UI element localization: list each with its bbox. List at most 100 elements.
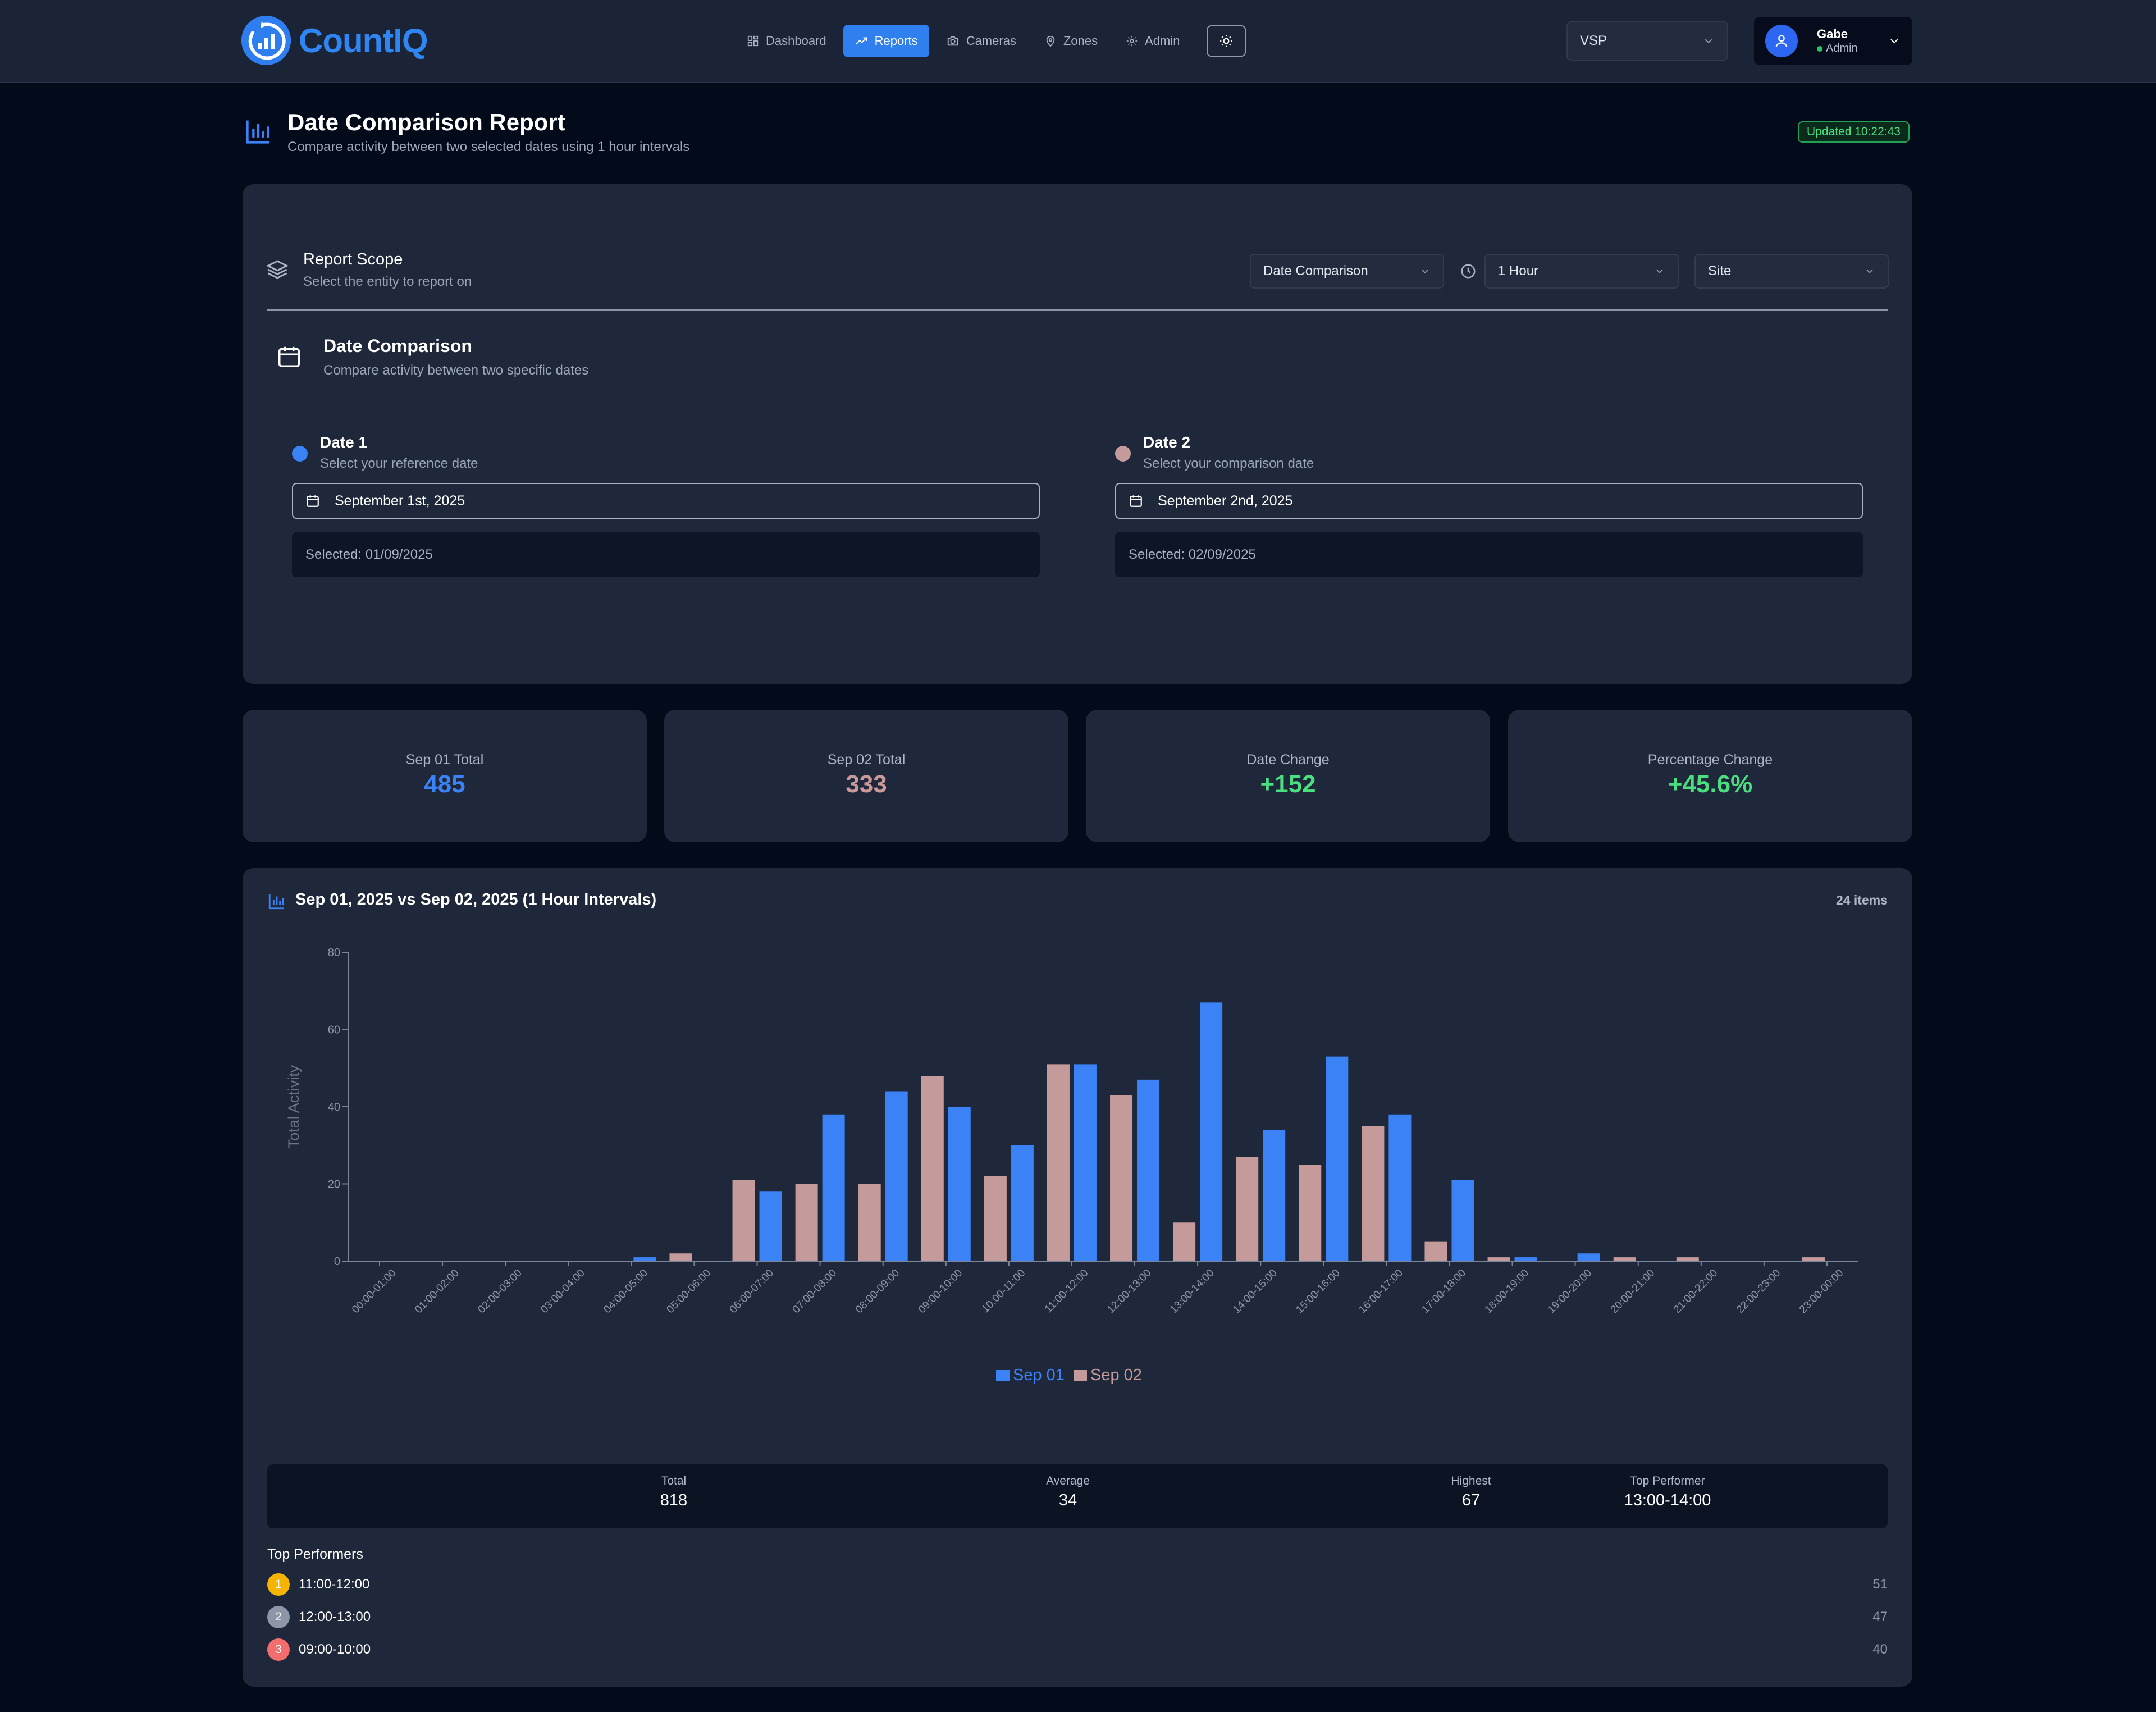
date-comparison-title: Date Comparison — [323, 336, 472, 356]
bar-sep-02 — [795, 1184, 818, 1261]
x-tick-label: 19:00-20:00 — [1546, 1267, 1595, 1316]
interval-value: 1 Hour — [1498, 263, 1539, 279]
report-type-select[interactable]: Date Comparison — [1250, 254, 1444, 289]
y-tick-label: 0 — [334, 1256, 340, 1268]
site-select[interactable]: VSP — [1566, 21, 1728, 61]
y-tick-label: 80 — [328, 947, 340, 959]
nav-admin-label: Admin — [1145, 34, 1180, 48]
stat-card-sep01-total: Sep 01 Total 485 — [243, 710, 647, 842]
nav-zones[interactable]: Zones — [1033, 25, 1109, 57]
rank-badge: 2 — [267, 1606, 290, 1628]
y-tick-label: 20 — [328, 1179, 340, 1191]
camera-icon — [947, 36, 958, 46]
legend-swatch — [996, 1370, 1010, 1381]
x-tick-label: 01:00-02:00 — [413, 1267, 462, 1316]
updated-badge: Updated 10:22:43 — [1798, 121, 1910, 143]
date1-selected: Selected: 01/09/2025 — [292, 532, 1040, 577]
top-performer-label: 11:00-12:00 — [299, 1577, 370, 1592]
top-performer-row: 3 09:00-10:00 40 — [267, 1637, 1888, 1662]
x-tick-label: 14:00-15:00 — [1231, 1267, 1280, 1316]
bar-sep-01 — [948, 1107, 971, 1261]
top-performer-value: 47 — [1872, 1609, 1888, 1624]
bar-sep-02 — [858, 1184, 881, 1261]
page-subtitle: Compare activity between two selected da… — [287, 139, 690, 154]
interval-select[interactable]: 1 Hour — [1484, 254, 1679, 289]
bar-sep-02 — [732, 1180, 755, 1261]
stat-value: +152 — [1260, 770, 1316, 798]
chevron-down-icon — [1422, 269, 1428, 273]
top-performer-label: 12:00-13:00 — [299, 1609, 371, 1624]
bar-sep-01 — [1263, 1130, 1286, 1261]
summary-value: 818 — [660, 1491, 688, 1509]
top-performer-row: 2 12:00-13:00 47 — [267, 1605, 1888, 1629]
rank-badge: 3 — [267, 1638, 290, 1661]
x-tick-label: 20:00-21:00 — [1609, 1267, 1657, 1316]
entity-select[interactable]: Site — [1694, 254, 1889, 289]
x-tick-label: 08:00-09:00 — [853, 1267, 902, 1316]
x-tick-label: 05:00-06:00 — [664, 1267, 713, 1316]
online-status-dot — [1817, 45, 1822, 52]
date2-label: Date 2 — [1143, 433, 1191, 451]
chevron-down-icon — [1656, 269, 1663, 273]
top-performer-row: 1 11:00-12:00 51 — [267, 1572, 1888, 1597]
clock-icon — [1461, 264, 1476, 279]
bar-sep-02 — [1173, 1222, 1196, 1261]
bar-sep-02 — [1362, 1126, 1385, 1261]
theme-toggle-button[interactable] — [1207, 25, 1246, 57]
bar-sep-01 — [1326, 1056, 1349, 1261]
legend-swatch — [1074, 1370, 1087, 1381]
top-performer-label: 09:00-10:00 — [299, 1642, 371, 1657]
date2-selected: Selected: 02/09/2025 — [1115, 532, 1863, 577]
report-type-value: Date Comparison — [1263, 263, 1368, 279]
date1-value: September 1st, 2025 — [335, 492, 465, 509]
date2-value: September 2nd, 2025 — [1158, 492, 1293, 509]
site-select-value: VSP — [1580, 33, 1607, 48]
bar-sep-01 — [1137, 1079, 1160, 1261]
x-tick-label: 18:00-19:00 — [1483, 1267, 1532, 1316]
x-tick-label: 02:00-03:00 — [476, 1267, 524, 1316]
report-scope-title: Report Scope — [303, 250, 403, 268]
summary-label: Highest — [1451, 1474, 1491, 1487]
bar-sep-02 — [1676, 1257, 1699, 1261]
y-axis-label: Total Activity — [285, 1065, 302, 1148]
summary-bar: Total 818 Average 34 Highest 67 Top Perf… — [267, 1464, 1888, 1528]
map-pin-icon — [1046, 35, 1055, 47]
nav-admin[interactable]: Admin — [1114, 25, 1191, 57]
date1-picker[interactable]: September 1st, 2025 — [292, 483, 1040, 519]
top-performers-title: Top Performers — [267, 1546, 363, 1562]
summary-value: 67 — [1461, 1491, 1481, 1509]
top-performer-value: 40 — [1872, 1642, 1888, 1657]
bar-sep-01 — [1074, 1064, 1097, 1261]
x-tick-label: 15:00-16:00 — [1294, 1267, 1342, 1316]
summary-label: Top Performer — [1630, 1474, 1705, 1487]
bar-sep-02 — [1613, 1257, 1636, 1261]
nav-dashboard-label: Dashboard — [766, 34, 826, 48]
x-tick-label: 13:00-14:00 — [1168, 1267, 1217, 1316]
user-role: Admin — [1817, 42, 1888, 55]
date2-help: Select your comparison date — [1143, 456, 1314, 471]
bar-sep-02 — [1236, 1157, 1259, 1261]
summary-label: Average — [1046, 1474, 1090, 1487]
rank-badge: 1 — [267, 1573, 290, 1596]
report-scope-subtitle: Select the entity to report on — [303, 274, 472, 289]
calendar-icon — [1130, 495, 1142, 507]
app-logo[interactable]: CountIQ — [241, 16, 428, 65]
stat-label: Date Change — [1246, 752, 1330, 768]
nav-cameras[interactable]: Cameras — [935, 25, 1027, 57]
user-menu[interactable]: Gabe Admin — [1754, 17, 1912, 65]
stat-value: +45.6% — [1668, 770, 1753, 798]
nav-reports[interactable]: Reports — [843, 25, 929, 57]
main-nav: Dashboard Reports Cameras Zones Admin — [736, 25, 1246, 57]
chart-title: Sep 01, 2025 vs Sep 02, 2025 (1 Hour Int… — [295, 891, 657, 908]
x-tick-label: 10:00-11:00 — [980, 1267, 1028, 1316]
date2-picker[interactable]: September 2nd, 2025 — [1115, 483, 1863, 519]
date1-color-dot — [292, 446, 308, 462]
bar-sep-02 — [984, 1176, 1007, 1261]
x-tick-label: 00:00-01:00 — [350, 1267, 399, 1316]
nav-dashboard[interactable]: Dashboard — [736, 25, 838, 57]
date2-color-dot — [1115, 446, 1131, 462]
scope-divider — [267, 309, 1888, 311]
summary-value: 13:00-14:00 — [1624, 1491, 1711, 1509]
user-name: Gabe — [1817, 26, 1848, 41]
page-title: Date Comparison Report — [287, 109, 565, 135]
